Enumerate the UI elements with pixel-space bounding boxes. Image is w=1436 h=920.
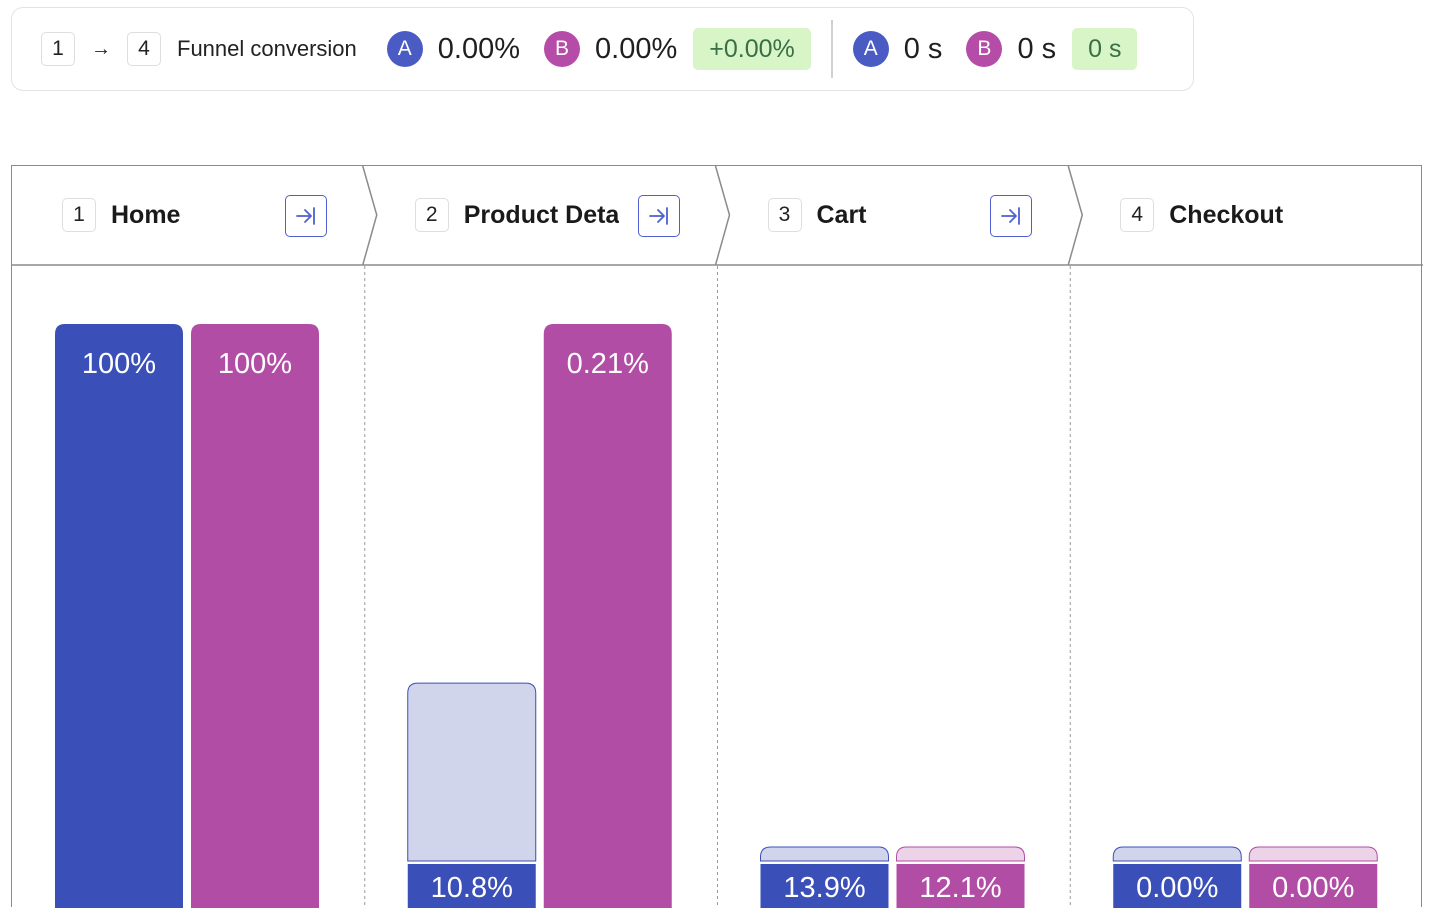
summary-to-step: 4 [127, 32, 161, 66]
funnel-bar [191, 324, 319, 908]
bar-value-label: 100% [218, 348, 292, 380]
funnel-step-number: 2 [414, 198, 449, 232]
jump-to-step-button[interactable] [284, 195, 327, 237]
step-chevron-separator [362, 166, 378, 266]
funnel-bar [543, 324, 672, 908]
bar-value-label: 12.1% [919, 872, 1001, 904]
jump-to-step-button[interactable] [637, 195, 680, 237]
funnel-step-header: 2 Product Deta [414, 166, 628, 264]
summary-from-step: 1 [41, 32, 75, 66]
funnel-dropoff-bar [896, 846, 1025, 862]
conversion-a-value: 0.00% [437, 32, 521, 65]
funnel-step-header: 3 Cart [767, 166, 981, 264]
funnel-summary-bar: 1 → 4 Funnel conversion A 0.00% B 0.00% … [11, 7, 1194, 91]
arrow-right-to-line-icon [1001, 207, 1021, 225]
funnel-dropoff-bar [407, 682, 537, 862]
time-delta-badge: 0 s [1072, 28, 1138, 70]
variant-a-badge: A [386, 31, 423, 67]
funnel-dropoff-bar [1112, 846, 1242, 862]
funnel-chart-canvas: 100% 100% 10.8% 0.21% 13.9% 12.1% 0.00% 0.00% [12, 166, 1423, 908]
funnel-dropoff-bar [1248, 846, 1378, 862]
funnel-step-name: Home [111, 200, 181, 229]
funnel-bar [407, 864, 536, 908]
conversion-b-value: 0.00% [595, 32, 678, 65]
bar-value-label: 10.8% [431, 872, 513, 904]
bar-value-label: 0.00% [1272, 872, 1354, 904]
bar-value-label: 0.00% [1136, 872, 1218, 904]
arrow-right-icon: → [91, 37, 111, 60]
funnel-step-header: 4 Checkout [1120, 166, 1333, 264]
variant-b-time-badge: B [966, 31, 1003, 67]
funnel-bar [896, 864, 1025, 908]
bar-value-label: 0.21% [567, 348, 649, 380]
funnel-bar [1113, 864, 1242, 908]
funnel-steps-header: 1 Home 2 Product Deta 3 Cart 4 Checkout [12, 166, 1423, 266]
conversion-delta-badge: +0.00% [693, 28, 811, 70]
funnel-step-name: Cart [816, 200, 867, 229]
funnel-bar [760, 864, 889, 908]
funnel-chart: 100% 100% 10.8% 0.21% 13.9% 12.1% 0.00% 0.00% 1… [11, 165, 1423, 908]
funnel-conversion-label: Funnel conversion [177, 36, 357, 61]
step-chevron-separator [714, 166, 731, 266]
funnel-dropoff-bar [760, 846, 889, 862]
summary-divider [830, 20, 833, 78]
funnel-step-name: Checkout [1169, 200, 1284, 229]
funnel-step-name: Product Deta [463, 200, 620, 229]
funnel-step-number: 3 [767, 198, 802, 232]
funnel-step-number: 1 [62, 198, 96, 232]
arrow-right-to-line-icon [295, 207, 315, 225]
variant-a-time-badge: A [852, 31, 889, 67]
funnel-step-number: 4 [1120, 198, 1155, 232]
time-a-value: 0 s [903, 32, 943, 65]
variant-b-badge: B [544, 31, 581, 67]
funnel-bar [55, 324, 183, 908]
jump-to-step-button[interactable] [990, 195, 1033, 237]
funnel-step-header: 1 Home [62, 166, 275, 264]
time-b-value: 0 s [1017, 32, 1057, 65]
funnel-bar [1249, 864, 1378, 908]
arrow-right-to-line-icon [648, 207, 668, 225]
bar-value-label: 13.9% [783, 872, 865, 904]
step-chevron-separator [1067, 166, 1084, 266]
bar-value-label: 100% [82, 348, 156, 380]
